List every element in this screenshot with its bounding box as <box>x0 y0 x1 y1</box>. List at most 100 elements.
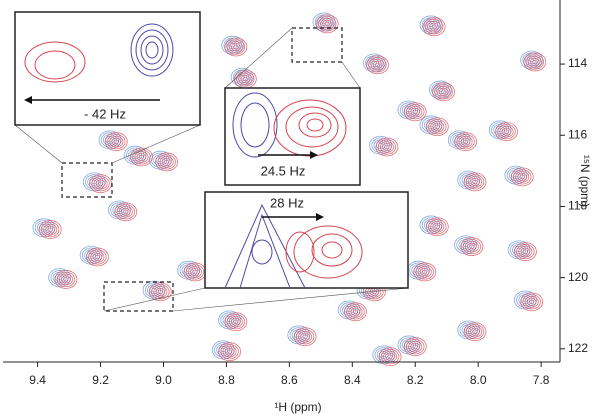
contour-line <box>226 314 246 330</box>
y-tick-label: 116 <box>568 127 587 141</box>
contour-line <box>302 334 308 339</box>
contour-line <box>155 152 179 172</box>
contour-line <box>456 134 475 150</box>
x-tick-label: 8.4 <box>344 373 361 387</box>
contour-line <box>185 264 205 280</box>
contour-line <box>515 171 530 183</box>
peak <box>463 172 487 192</box>
contour <box>24 41 86 83</box>
contour-line <box>300 332 310 341</box>
y-axis-label: ¹⁵N (ppm) <box>578 155 592 207</box>
contour-line <box>408 340 423 353</box>
contour-line <box>429 22 439 31</box>
contour-line <box>350 307 361 316</box>
contour-line <box>138 154 145 160</box>
contour-line <box>467 242 477 251</box>
contour-line <box>530 57 540 66</box>
contour-line <box>403 337 427 357</box>
plot-area <box>32 12 547 367</box>
contour-line <box>92 252 103 261</box>
inset: 28 Hz <box>204 191 409 289</box>
contour-line <box>190 267 200 276</box>
peak <box>362 53 386 73</box>
contour-line <box>130 23 174 77</box>
contour-line <box>130 147 153 167</box>
contour-line <box>425 117 449 137</box>
contour-line <box>417 266 432 278</box>
contour-line <box>238 73 253 85</box>
contour-line <box>109 135 124 148</box>
contour-line <box>428 219 447 235</box>
contour-line <box>324 21 330 27</box>
contour-line <box>419 267 430 276</box>
contour-line <box>503 129 510 134</box>
contour-line <box>458 135 473 148</box>
contour-line <box>233 319 239 324</box>
connector <box>341 61 361 89</box>
contour-line <box>321 241 343 259</box>
contour-line <box>231 42 241 51</box>
contour-line <box>513 169 532 185</box>
x-tick-label: 8.8 <box>218 373 235 387</box>
contour-line <box>236 71 255 87</box>
contour-line <box>527 56 542 68</box>
x-tick-label: 9.4 <box>29 373 46 387</box>
contour-line <box>63 277 69 282</box>
contour-line <box>516 244 535 260</box>
contour-line <box>423 19 438 31</box>
contour-line <box>524 54 539 66</box>
peak <box>454 132 477 152</box>
contour-line <box>438 87 449 96</box>
contour-line <box>187 266 202 278</box>
contour-line <box>412 344 418 349</box>
peak <box>510 167 534 187</box>
contour-line <box>362 53 386 73</box>
contour-line <box>406 339 425 355</box>
contour-line <box>218 342 241 362</box>
contour-line <box>460 237 484 257</box>
contour-line <box>374 62 381 67</box>
peak <box>413 262 437 282</box>
contour-line <box>242 76 248 82</box>
contour-line <box>221 35 245 55</box>
peak <box>425 117 449 137</box>
contour-line <box>104 132 128 152</box>
contour-line <box>425 217 449 237</box>
contour-line <box>61 275 71 284</box>
contour-line <box>135 29 169 71</box>
contour-line <box>382 143 392 152</box>
contour-line <box>312 12 336 32</box>
contour-line <box>231 317 241 326</box>
contour-line <box>368 57 387 73</box>
contour-line <box>428 119 447 135</box>
contour-line <box>293 225 363 279</box>
contour-line <box>440 89 447 95</box>
connector <box>111 124 201 164</box>
contour-line <box>432 222 443 231</box>
contour-line <box>120 207 131 216</box>
peak <box>104 132 128 152</box>
contour-line <box>134 151 149 163</box>
contour-line <box>86 247 109 267</box>
peak <box>366 55 389 75</box>
arrow-head <box>24 96 32 104</box>
contour <box>130 23 174 77</box>
contour-line <box>118 205 133 218</box>
contour-line <box>239 213 291 289</box>
contour-line <box>371 289 377 295</box>
contour-line <box>430 220 445 233</box>
peak <box>315 14 339 34</box>
x-tick-label: 7.8 <box>533 373 550 387</box>
contour-line <box>123 209 129 214</box>
inset-frame <box>204 191 409 289</box>
contour-line <box>157 154 176 170</box>
contour-line <box>462 239 482 255</box>
contour-line <box>226 39 246 55</box>
contour-line <box>367 57 382 69</box>
contour-line <box>224 347 235 356</box>
peak <box>312 12 336 32</box>
contour-line <box>224 312 248 332</box>
contour-line <box>406 104 425 120</box>
zoom-boxes <box>61 27 343 312</box>
contour-line <box>379 141 394 153</box>
